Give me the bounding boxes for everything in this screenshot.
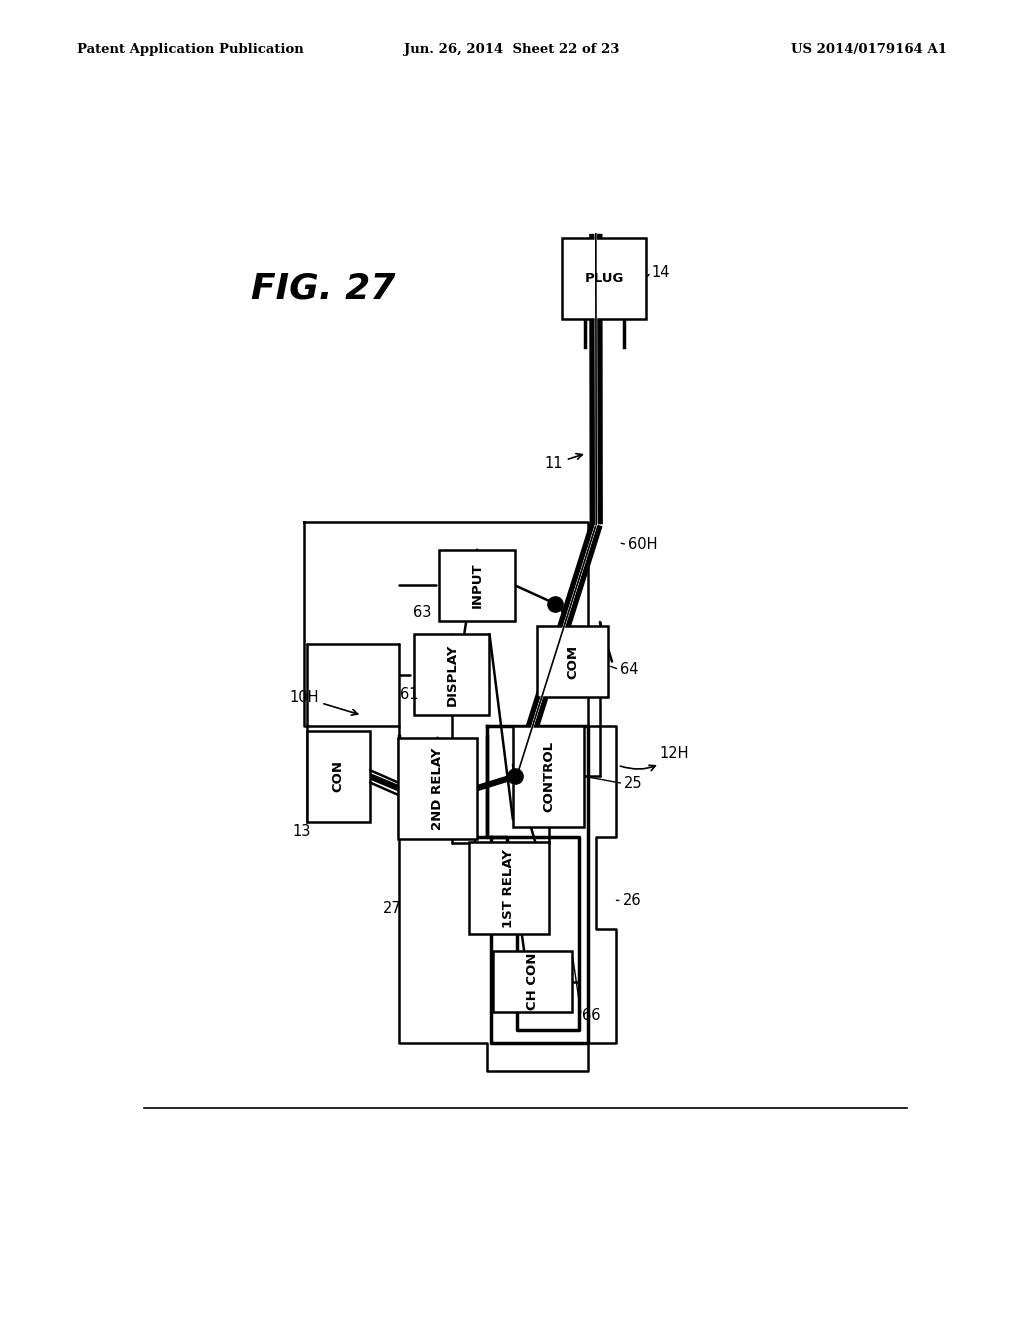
- Bar: [397, 738, 477, 840]
- Text: CON: CON: [332, 760, 345, 792]
- Text: US 2014/0179164 A1: US 2014/0179164 A1: [792, 42, 947, 55]
- Text: 27: 27: [383, 902, 401, 916]
- Text: 2ND RELAY: 2ND RELAY: [431, 747, 444, 830]
- Text: Patent Application Publication: Patent Application Publication: [77, 42, 303, 55]
- Bar: [414, 634, 489, 715]
- Text: 13: 13: [292, 824, 310, 838]
- Text: CONTROL: CONTROL: [542, 741, 555, 812]
- Bar: [537, 626, 608, 697]
- Text: 1ST RELAY: 1ST RELAY: [503, 849, 515, 928]
- Text: Jun. 26, 2014  Sheet 22 of 23: Jun. 26, 2014 Sheet 22 of 23: [404, 42, 620, 55]
- Bar: [439, 549, 515, 620]
- Text: 63: 63: [413, 606, 431, 620]
- Text: COM: COM: [566, 644, 579, 678]
- Bar: [494, 952, 572, 1012]
- Text: 66: 66: [582, 1007, 600, 1023]
- Bar: [306, 731, 370, 822]
- Bar: [513, 726, 585, 828]
- Text: 60H: 60H: [628, 537, 657, 552]
- Text: 61: 61: [400, 686, 419, 701]
- Text: 11: 11: [545, 454, 583, 471]
- Text: 14: 14: [652, 265, 671, 280]
- Text: 10H: 10H: [289, 690, 357, 715]
- Text: DISPLAY: DISPLAY: [445, 644, 459, 706]
- Text: PLUG: PLUG: [585, 272, 624, 285]
- Text: 25: 25: [624, 776, 643, 791]
- Text: 12H: 12H: [621, 746, 689, 771]
- Text: FIG. 27: FIG. 27: [251, 272, 395, 305]
- Text: INPUT: INPUT: [471, 562, 483, 609]
- Text: 26: 26: [623, 892, 641, 908]
- Text: CH CON: CH CON: [526, 953, 540, 1010]
- Bar: [469, 842, 549, 935]
- Bar: [562, 238, 646, 319]
- Text: 64: 64: [620, 663, 639, 677]
